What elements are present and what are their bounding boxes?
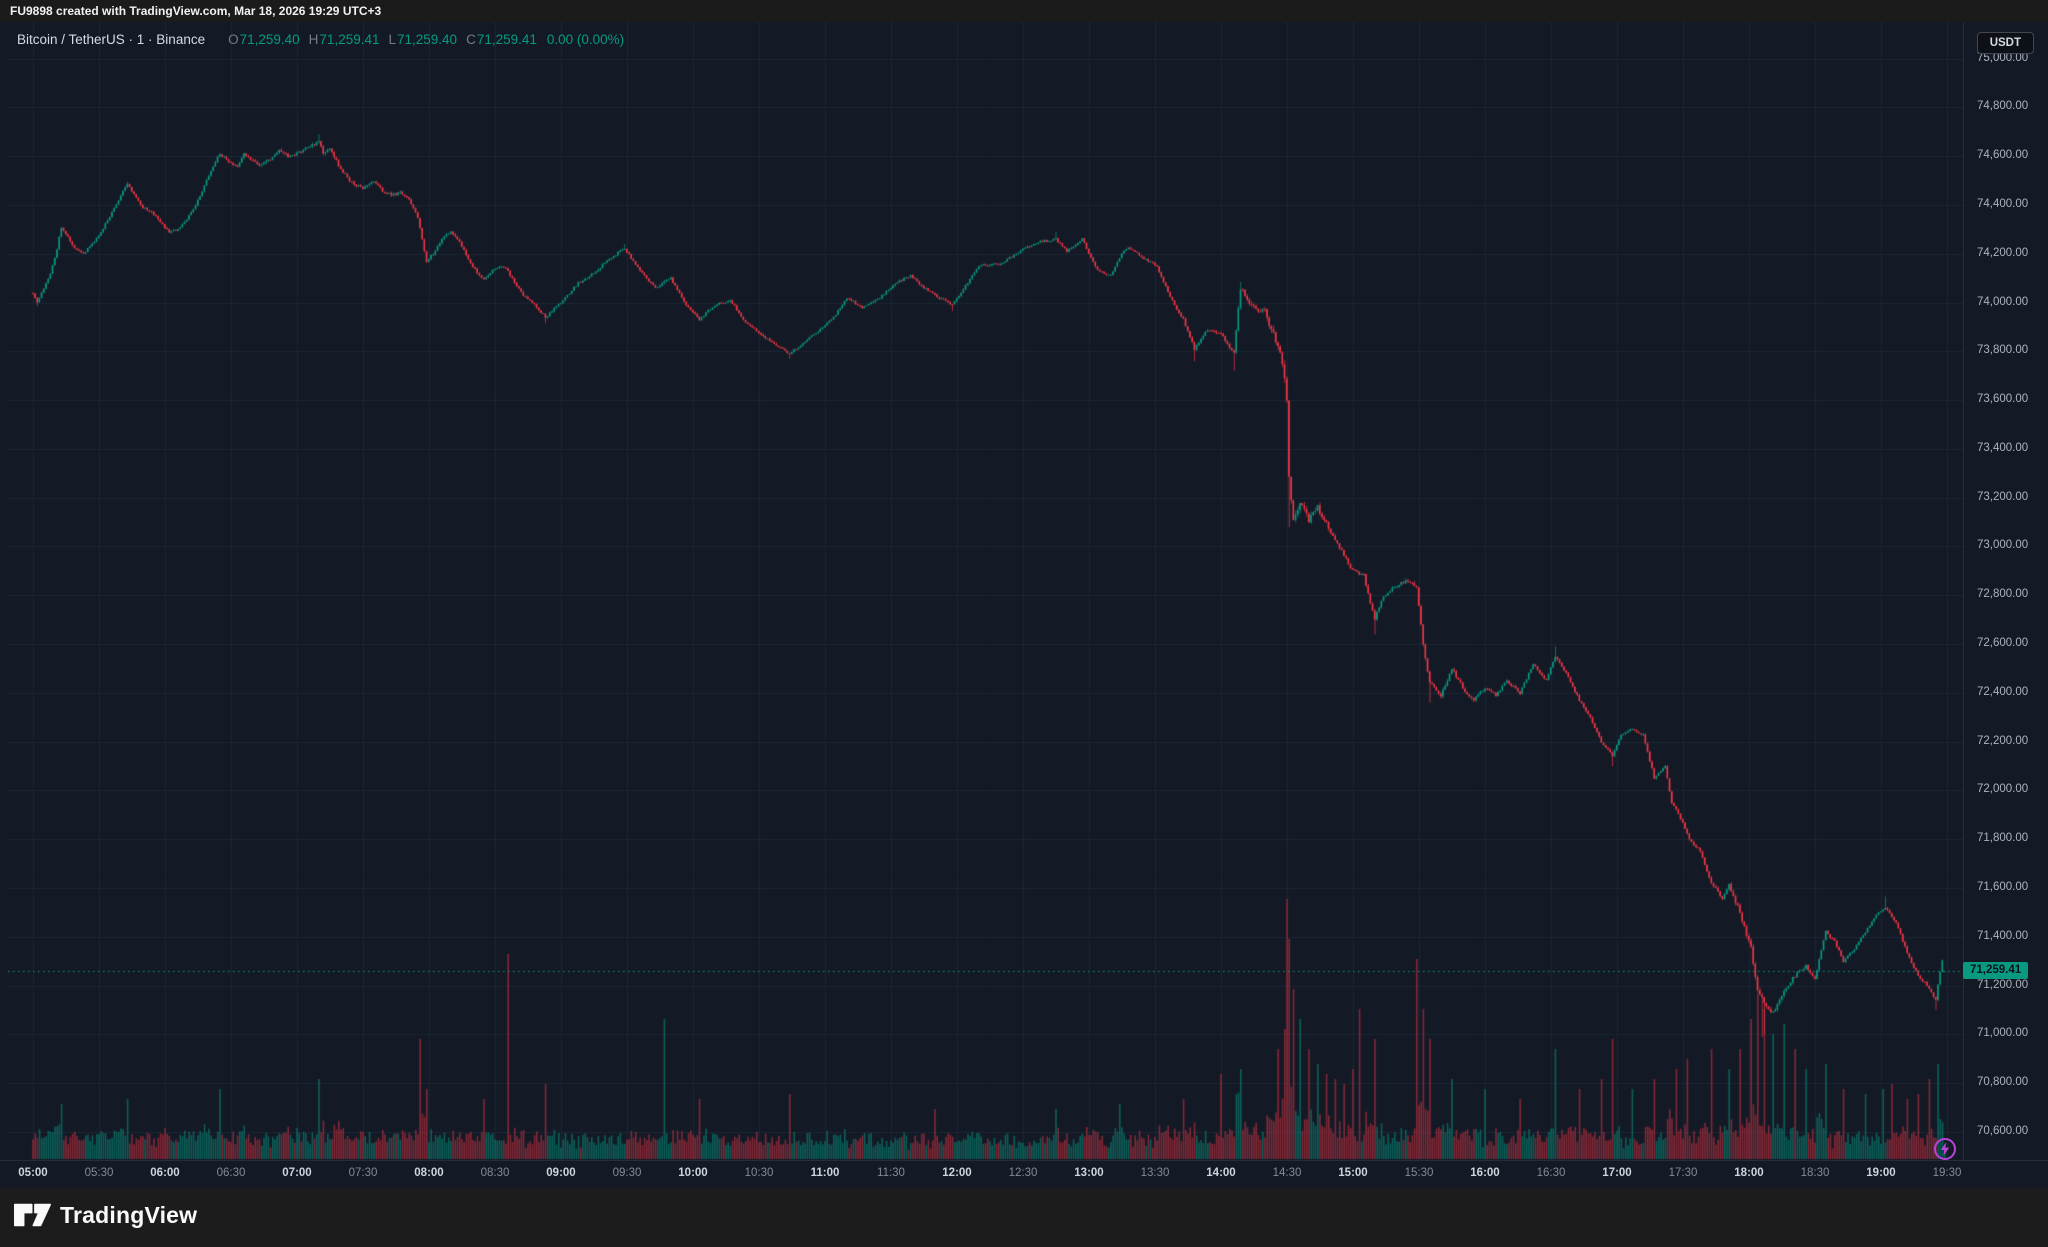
tradingview-logo-icon: [14, 1203, 51, 1227]
time-axis-label: 18:00: [1734, 1167, 1764, 1179]
time-axis-label: 17:30: [1668, 1167, 1698, 1179]
price-axis-label: 73,800.00: [1977, 344, 2029, 357]
footer-bar: TradingView: [0, 1188, 2048, 1247]
time-axis-label: 09:00: [546, 1167, 576, 1179]
time-axis-label: 12:30: [1008, 1167, 1038, 1179]
ohlc-open-value: 71,259.40: [239, 31, 300, 47]
candlestick-plot[interactable]: [8, 22, 1963, 1160]
time-axis[interactable]: 05:00 05:30 06:00 06:30 07:00 07:30 08:00 08:30…: [0, 1160, 2048, 1189]
price-axis-label: 74,800.00: [1977, 100, 2029, 113]
price-axis[interactable]: 75,000.00 74,800.00 74,600.00 74,400.00 74,2…: [1963, 22, 2048, 1160]
price-axis-label: 72,000.00: [1977, 783, 2029, 796]
price-axis-label: 72,400.00: [1977, 685, 2029, 698]
price-axis-label: 71,400.00: [1977, 929, 2029, 942]
currency-toggle-button[interactable]: USDT: [1976, 32, 2034, 54]
price-axis-label: 72,600.00: [1977, 637, 2029, 650]
time-axis-label: 10:30: [744, 1167, 774, 1179]
time-axis-label: 19:00: [1866, 1167, 1896, 1179]
price-axis-label: 75,000.00: [1977, 51, 2029, 64]
symbol-legend: Bitcoin / TetherUS · 1 · Binance O 71,259…: [17, 29, 624, 49]
ohlc-high-label: H: [308, 31, 319, 47]
time-axis-label: 05:00: [18, 1167, 48, 1179]
price-axis-label: 71,600.00: [1977, 881, 2029, 893]
time-axis-label: 16:00: [1470, 1167, 1500, 1179]
ohlc-low-value: 71,259.40: [397, 31, 458, 47]
price-axis-label: 74,200.00: [1977, 246, 2029, 259]
symbol-title[interactable]: Bitcoin / TetherUS · 1 · Binance: [17, 31, 206, 47]
attribution-text: FU9898 created with TradingView.com, Mar…: [10, 4, 382, 18]
price-axis-label: 74,000.00: [1977, 295, 2029, 308]
tradingview-logo[interactable]: TradingView: [14, 1201, 197, 1229]
time-axis-label: 17:00: [1602, 1167, 1632, 1179]
price-axis-label: 72,800.00: [1977, 588, 2029, 601]
time-axis-label: 15:00: [1338, 1167, 1368, 1179]
last-price-tag: 71,259.41: [1963, 962, 2029, 980]
realtime-lightning-button[interactable]: [1934, 1138, 1956, 1160]
ohlc-open-label: O: [228, 31, 239, 47]
time-axis-label: 13:00: [1074, 1167, 1104, 1179]
price-axis-label: 73,200.00: [1977, 490, 2029, 503]
time-axis-label: 10:00: [678, 1167, 708, 1179]
time-axis-label: 12:00: [942, 1167, 972, 1179]
time-axis-label: 06:00: [150, 1167, 180, 1179]
time-axis-label: 07:30: [348, 1167, 378, 1179]
price-axis-label: 70,600.00: [1977, 1124, 2029, 1137]
price-axis-label: 74,600.00: [1977, 149, 2029, 162]
time-axis-label: 19:30: [1932, 1167, 1962, 1179]
time-axis-label: 16:30: [1536, 1167, 1566, 1179]
time-axis-label: 14:00: [1206, 1167, 1236, 1179]
time-axis-label: 18:30: [1800, 1167, 1830, 1179]
chart-area[interactable]: Bitcoin / TetherUS · 1 · Binance O 71,259…: [0, 22, 2048, 1188]
lightning-icon: [1940, 1142, 1950, 1156]
time-axis-label: 05:30: [84, 1167, 114, 1179]
ohlc-close-label: C: [466, 31, 476, 47]
price-axis-label: 73,000.00: [1977, 539, 2029, 552]
time-axis-label: 08:00: [414, 1167, 444, 1179]
ohlc-low-label: L: [388, 31, 396, 47]
price-axis-label: 73,600.00: [1977, 393, 2029, 406]
time-axis-label: 15:30: [1404, 1167, 1434, 1179]
price-axis-label: 74,400.00: [1977, 197, 2029, 210]
price-axis-label: 71,000.00: [1977, 1027, 2029, 1040]
price-axis-label: 73,400.00: [1977, 441, 2029, 454]
change-value: 0.00 (0.00%): [546, 31, 625, 47]
time-axis-label: 07:00: [282, 1167, 312, 1179]
time-axis-label: 11:00: [810, 1167, 840, 1179]
tradingview-wordmark: TradingView: [60, 1201, 198, 1228]
time-axis-label: 13:30: [1140, 1167, 1170, 1179]
ohlc-high-value: 71,259.41: [319, 31, 380, 47]
time-axis-label: 14:30: [1272, 1167, 1302, 1179]
time-axis-label: 06:30: [216, 1167, 246, 1179]
price-axis-label: 70,800.00: [1977, 1076, 2029, 1089]
attribution-bar: FU9898 created with TradingView.com, Mar…: [0, 0, 2048, 22]
time-axis-label: 11:30: [877, 1167, 905, 1179]
time-axis-label: 08:30: [480, 1167, 510, 1179]
price-axis-label: 71,200.00: [1977, 978, 2029, 991]
price-axis-label: 71,800.00: [1977, 832, 2029, 845]
time-axis-label: 09:30: [612, 1167, 642, 1179]
ohlc-close-value: 71,259.41: [476, 31, 537, 47]
price-axis-label: 72,200.00: [1977, 734, 2029, 747]
